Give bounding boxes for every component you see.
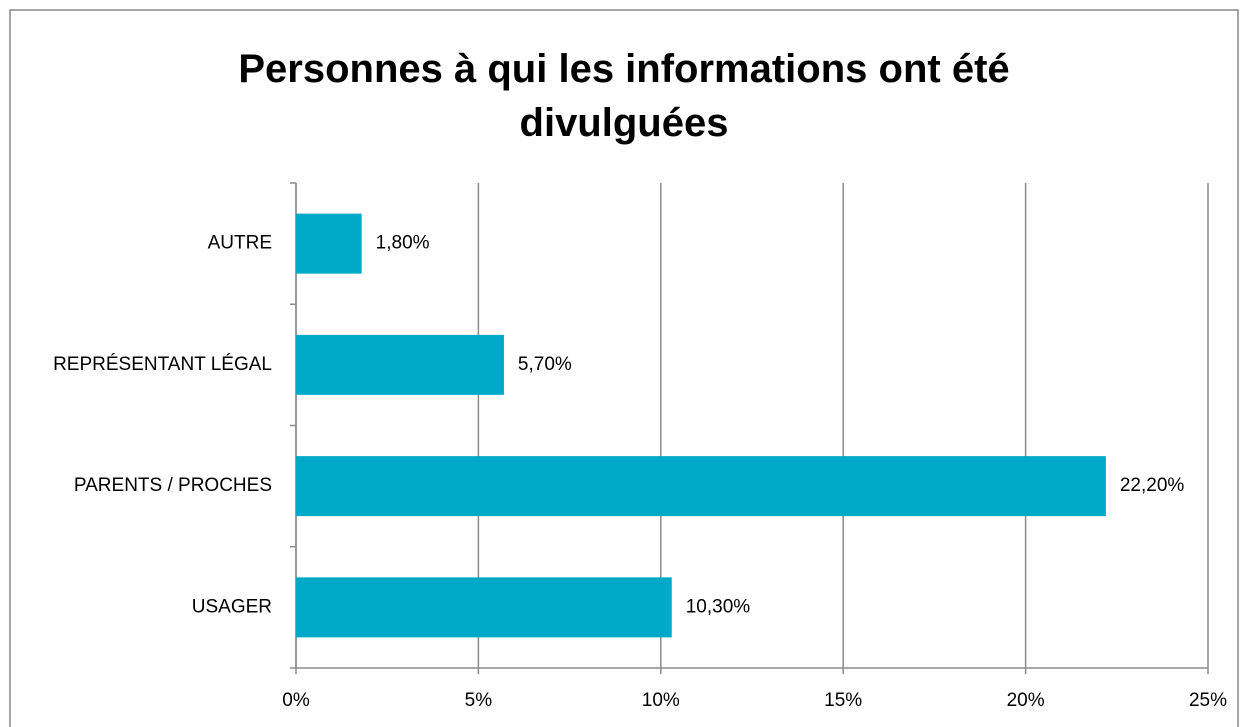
value-label: 5,70% (518, 354, 572, 375)
bar (296, 213, 362, 274)
x-tick-label: 10% (642, 690, 680, 711)
y-tick-label: REPRÉSENTANT LÉGAL (53, 354, 272, 375)
bar (296, 577, 672, 638)
bar (296, 334, 504, 395)
y-tick-label: USAGER (192, 596, 272, 617)
chart-frame (9, 9, 1239, 727)
x-tick-label: 20% (1007, 690, 1045, 711)
y-tick-label: AUTRE (208, 233, 272, 254)
x-tick-label: 0% (282, 690, 310, 711)
x-tick-label: 5% (465, 690, 493, 711)
x-tick-label: 25% (1189, 690, 1227, 711)
value-label: 10,30% (686, 596, 751, 617)
value-label: 1,80% (376, 233, 430, 254)
y-tick-label: PARENTS / PROCHES (74, 475, 272, 496)
value-label: 22,20% (1120, 475, 1185, 496)
chart-title: Personnes à qui les informations ont été… (238, 47, 1010, 145)
bar (296, 456, 1106, 517)
x-tick-label: 15% (824, 690, 862, 711)
